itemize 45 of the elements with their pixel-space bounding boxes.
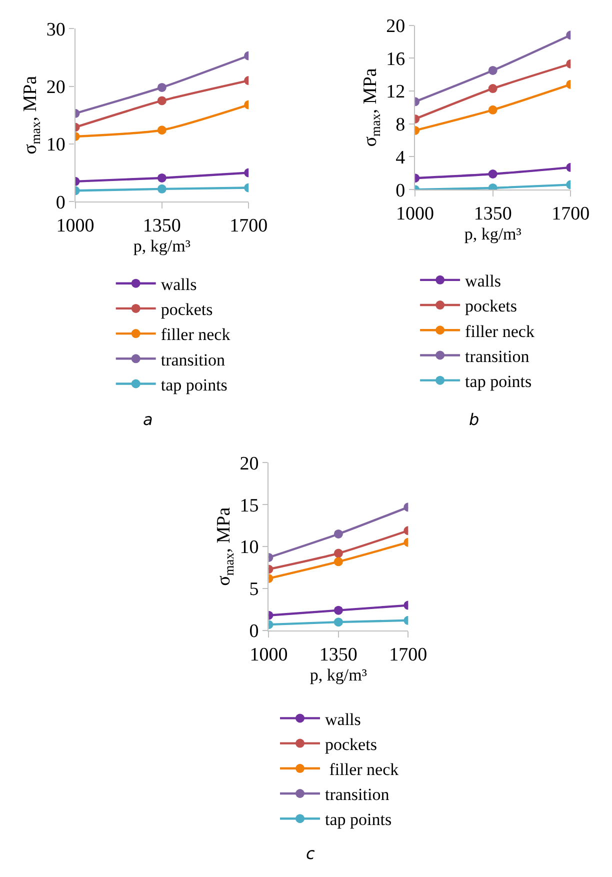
- legend-label: pockets: [465, 296, 517, 316]
- legend-label: filler neck: [160, 325, 231, 344]
- y-tick-label: 20: [240, 453, 259, 474]
- legend-label: transition: [465, 346, 530, 366]
- legend-label: walls: [325, 710, 361, 729]
- legend-label: tap points: [325, 810, 392, 830]
- x-tick-label: 1000: [250, 644, 288, 666]
- x-tick-label: 1700: [389, 644, 428, 666]
- y-tick-label: 15: [240, 495, 259, 516]
- x-tick-label: 1350: [142, 216, 181, 236]
- x-axis-title: p, kg/m³: [464, 224, 522, 244]
- y-tick-label: 16: [386, 48, 406, 70]
- legend-label: pockets: [325, 734, 377, 754]
- y-tick-label: 8: [396, 114, 406, 136]
- text: c: [306, 844, 315, 863]
- x-tick-label: 1350: [474, 204, 512, 225]
- y-tick-label: 20: [46, 76, 66, 98]
- legend-label: walls: [465, 272, 501, 291]
- legend-label: pockets: [160, 300, 213, 320]
- y-tick-label: 5: [249, 579, 259, 600]
- legend-label: filler neck: [465, 322, 535, 341]
- x-axis-title: p, kg/m³: [310, 665, 367, 684]
- legend-label: filler neck: [325, 760, 400, 780]
- x-tick-label: 1350: [319, 644, 358, 666]
- legend-label: transition: [160, 350, 226, 370]
- x-tick-label: 1700: [230, 216, 268, 236]
- text: a: [143, 410, 153, 429]
- legend-label: tap points: [465, 372, 532, 391]
- y-tick-label: 10: [46, 134, 66, 156]
- y-tick-label: 0: [249, 621, 259, 642]
- legend-label: walls: [160, 274, 197, 294]
- legend-label: tap points: [160, 375, 228, 394]
- x-tick-label: 1000: [396, 204, 434, 225]
- y-tick-label: 10: [240, 537, 259, 558]
- y-tick-label: 4: [396, 147, 406, 168]
- x-tick-label: 1000: [56, 216, 94, 236]
- text: b: [469, 410, 480, 429]
- y-tick-label: 30: [46, 19, 66, 40]
- y-tick-label: 12: [386, 82, 406, 103]
- x-tick-label: 1700: [552, 204, 590, 225]
- y-tick-label: 0: [56, 192, 66, 214]
- x-axis-title: p, kg/m³: [133, 236, 190, 256]
- y-tick-label: 20: [386, 16, 406, 37]
- y-tick-label: 0: [396, 180, 406, 202]
- legend-label: transition: [325, 785, 390, 804]
